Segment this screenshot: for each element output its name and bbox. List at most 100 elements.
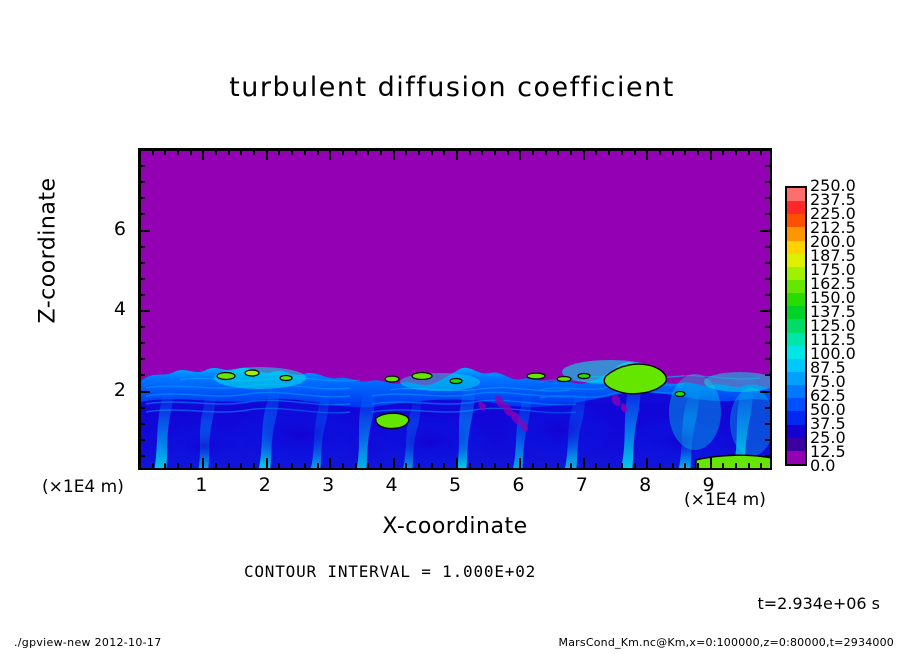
x-tick-top-minor xyxy=(481,150,484,155)
subsiding-regions xyxy=(160,400,730,468)
y-tick-minor xyxy=(140,213,145,216)
y-tick-minor xyxy=(140,438,145,441)
x-tick-minor xyxy=(177,463,180,468)
y-tick-right-minor xyxy=(765,277,770,280)
x-tick-top-minor xyxy=(506,150,509,155)
y-tick-minor xyxy=(140,293,145,296)
x-tick-top-minor xyxy=(177,150,180,155)
colorbar-label: 25.0 xyxy=(810,428,846,447)
x-tick-top-minor xyxy=(722,150,725,155)
colorbar-cell xyxy=(787,253,805,267)
y-tick-minor xyxy=(140,406,145,409)
y-axis-title: Z-coordinate xyxy=(35,177,61,324)
time-label: t=2.934e+06 s xyxy=(757,594,880,613)
contour-plot-area[interactable] xyxy=(138,148,772,470)
x-tick-top-major xyxy=(392,150,395,160)
y-tick-right-minor xyxy=(765,293,770,296)
x-axis-title: X-coordinate xyxy=(382,514,528,539)
colorbar-label: 150.0 xyxy=(810,288,856,307)
colorbar-label: 250.0 xyxy=(810,176,856,195)
x-tick-major xyxy=(392,458,395,468)
x-tick-top-minor xyxy=(367,150,370,155)
colorbar-cell xyxy=(787,345,805,359)
x-tick-top-minor xyxy=(468,150,471,155)
x-tick-major xyxy=(329,458,332,468)
x-tick-top-minor xyxy=(354,150,357,155)
y-tick-right-minor xyxy=(765,438,770,441)
y-tick-right-minor xyxy=(765,181,770,184)
x-tick-minor xyxy=(494,463,497,468)
colorbar-label: 0.0 xyxy=(810,456,836,475)
x-tick-minor xyxy=(544,463,547,468)
x-tick-minor xyxy=(189,463,192,468)
x-tick-top-minor xyxy=(684,150,687,155)
colorbar-label: 62.5 xyxy=(810,386,846,405)
colorbar-cell xyxy=(787,411,805,425)
colorbar-tick-labels: 0.0 12.5 25.0 37.5 50.0 62.5 75.0 87.5 100.0 112.… xyxy=(810,178,880,474)
x-tick-top-minor xyxy=(570,150,573,155)
colorbar-cell xyxy=(787,280,805,294)
x-tick-minor xyxy=(747,463,750,468)
x-tick-top-minor xyxy=(341,150,344,155)
x-tick-major xyxy=(519,458,522,468)
colorbar-cell xyxy=(787,372,805,386)
x-tick-top-minor xyxy=(379,150,382,155)
colorbar-label: 237.5 xyxy=(810,190,856,209)
y-tick-right-minor xyxy=(765,261,770,264)
x-tick-top-major xyxy=(646,150,649,160)
colorbar-label: 187.5 xyxy=(810,246,856,265)
x-tick-minor xyxy=(379,463,382,468)
colorbar-label: 112.5 xyxy=(810,330,856,349)
x-tick-minor xyxy=(684,463,687,468)
colorbar-label: 225.0 xyxy=(810,204,856,223)
colorbar-cell xyxy=(787,332,805,346)
x-tick-top-minor xyxy=(278,150,281,155)
x-tick-minor xyxy=(316,463,319,468)
y-tick-right-minor xyxy=(765,213,770,216)
x-tick-top-minor xyxy=(405,150,408,155)
x-tick-top-minor xyxy=(532,150,535,155)
x-tick-top-minor xyxy=(608,150,611,155)
x-tick-top-major xyxy=(329,150,332,160)
x-tick-major xyxy=(582,458,585,468)
colorbar-cell xyxy=(787,293,805,307)
x-tick-top-minor xyxy=(253,150,256,155)
x-tick-top-minor xyxy=(189,150,192,155)
y-tick-right-major xyxy=(760,229,770,232)
y-tick-right-minor xyxy=(765,454,770,457)
colorbar-cell xyxy=(787,214,805,228)
colorbar-label: 137.5 xyxy=(810,302,856,321)
x-tick-top-minor xyxy=(240,150,243,155)
y-tick-right-minor xyxy=(765,374,770,377)
y-tick-label: 2 xyxy=(113,378,126,401)
x-tick-top-minor xyxy=(544,150,547,155)
x-tick-top-minor xyxy=(430,150,433,155)
x-tick-top-minor xyxy=(494,150,497,155)
colorbar-label: 100.0 xyxy=(810,344,856,363)
y-tick-minor xyxy=(140,342,145,345)
x-tick-top-minor xyxy=(215,150,218,155)
colorbar-label: 87.5 xyxy=(810,358,846,377)
x-tick-label: 2 xyxy=(258,474,271,496)
x-tick-label: 1 xyxy=(195,474,208,496)
colorbar-label: 212.5 xyxy=(810,218,856,237)
x-tick-minor xyxy=(671,463,674,468)
y-tick-major xyxy=(140,310,150,312)
x-tick-top-minor xyxy=(658,150,661,155)
y-tick-minor xyxy=(140,374,145,377)
colorbar[interactable] xyxy=(785,186,807,466)
x-tick-minor xyxy=(430,463,433,468)
x-tick-label: 6 xyxy=(512,474,525,496)
colorbar-cell xyxy=(787,188,805,202)
x-tick-minor xyxy=(443,463,446,468)
x-tick-top-minor xyxy=(443,150,446,155)
x-tick-label: 5 xyxy=(448,474,462,496)
y-tick-right-minor xyxy=(765,342,770,345)
y-tick-minor xyxy=(140,261,145,264)
x-tick-label: 4 xyxy=(385,474,398,496)
y-tick-label: 6 xyxy=(113,217,126,240)
x-tick-major xyxy=(202,458,205,468)
y-tick-minor xyxy=(140,326,145,329)
x-tick-top-minor xyxy=(620,150,623,155)
y-tick-right-minor xyxy=(765,245,770,248)
